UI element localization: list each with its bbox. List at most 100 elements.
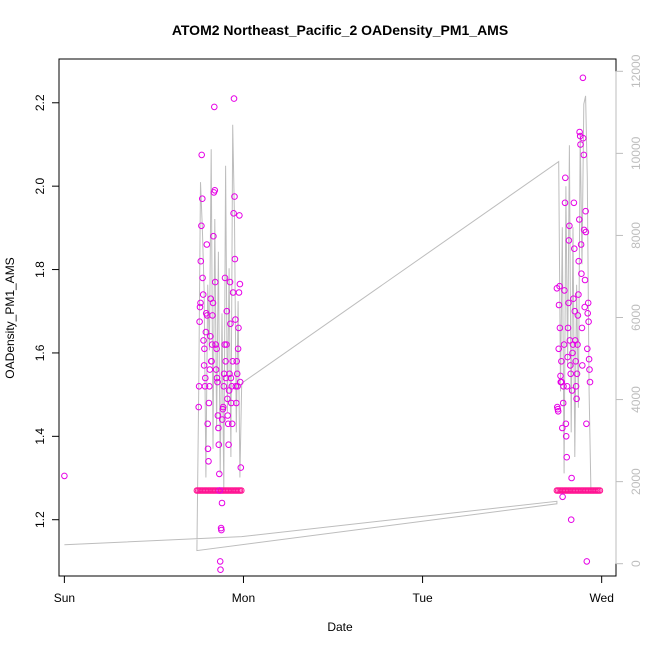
band-layer: [193, 487, 604, 494]
data-point: [196, 303, 204, 311]
data-point: [224, 412, 231, 419]
data-point: [199, 291, 207, 298]
data-point: [577, 241, 585, 248]
data-point: [213, 345, 220, 353]
data-point: [201, 345, 208, 353]
data-point: [227, 320, 234, 328]
data-point: [565, 299, 572, 307]
data-point: [211, 278, 219, 286]
data-point: [581, 276, 589, 284]
data-point: [204, 445, 212, 453]
data-point: [565, 237, 573, 244]
data-point: [61, 472, 68, 480]
y-tick-label: 2.0: [33, 178, 47, 195]
data-point: [564, 353, 571, 361]
data-point: [205, 458, 212, 465]
data-point: [576, 216, 583, 223]
data-point: [199, 274, 206, 282]
data-point: [573, 395, 580, 403]
y2-tick-label: 12000: [629, 54, 643, 88]
data-point: [220, 383, 228, 390]
data-point: [216, 558, 224, 565]
data-point: [564, 324, 572, 332]
data-point: [206, 383, 213, 390]
y2-tick-label: 4000: [629, 386, 643, 413]
data-point: [578, 324, 586, 332]
data-point: [580, 226, 588, 234]
data-point: [226, 278, 234, 286]
data-point: [230, 210, 237, 217]
data-point: [555, 345, 563, 353]
data-point: [584, 299, 592, 307]
data-point: [208, 358, 215, 365]
data-point: [222, 358, 229, 365]
data-point: [197, 299, 204, 307]
x-axis-label: Date: [327, 620, 353, 634]
data-point: [228, 420, 236, 428]
data-point: [577, 141, 584, 148]
data-point: [560, 383, 567, 390]
data-point: [570, 295, 577, 303]
data-point: [213, 374, 221, 382]
x-tick-label: Mon: [232, 591, 255, 605]
y2-tick-label: 6000: [629, 304, 643, 331]
data-point: [561, 287, 568, 294]
data-point: [579, 362, 586, 369]
data-point: [236, 378, 244, 386]
x-tick-label: Tue: [412, 591, 433, 605]
data-point: [562, 174, 569, 182]
data-point: [582, 207, 589, 215]
data-point: [232, 383, 240, 390]
data-point: [198, 222, 205, 230]
data-point: [582, 228, 590, 236]
data-point: [218, 526, 225, 534]
plot-frame: [58, 58, 617, 577]
data-point: [210, 232, 217, 240]
data-point: [567, 370, 575, 378]
data-point: [583, 558, 591, 565]
data-point: [227, 374, 235, 382]
data-point: [561, 199, 569, 207]
data-point: [559, 399, 567, 407]
data-point: [584, 310, 592, 317]
data-point: [224, 420, 232, 428]
data-point: [580, 151, 588, 159]
data-point: [214, 378, 221, 386]
data-point: [223, 307, 231, 315]
data-point: [556, 324, 564, 332]
data-point: [211, 103, 218, 111]
data-point: [572, 358, 580, 365]
data-point: [202, 374, 209, 382]
data-point: [205, 399, 213, 407]
data-point: [568, 387, 576, 394]
y2-tick-label: 0: [629, 560, 643, 567]
data-point: [216, 470, 223, 478]
data-point: [211, 187, 219, 194]
data-point: [215, 424, 222, 432]
y-tick-label: 1.4: [33, 428, 47, 445]
data-point: [219, 403, 227, 411]
data-point: [207, 333, 214, 340]
data-point: [585, 355, 593, 363]
data-point: [562, 420, 570, 428]
data-point: [583, 420, 590, 428]
data-point: [569, 349, 576, 357]
data-point: [218, 499, 226, 507]
y-axis-label: OADensity_PM1_AMS: [3, 257, 17, 378]
data-point: [233, 358, 240, 365]
y-tick-label: 1.6: [33, 344, 47, 361]
y-axis: 1.2 1.4 1.6 1.8 2.0 2.2: [33, 94, 60, 528]
band-point: [238, 487, 245, 494]
y2-axis: 0 2000 4000 6000 8000 10000 12000: [615, 54, 643, 567]
data-point: [237, 464, 245, 471]
data-point: [574, 341, 581, 348]
data-point: [232, 316, 239, 323]
data-point: [568, 474, 575, 482]
data-point: [228, 399, 235, 407]
x-tick-label: Sun: [54, 591, 75, 605]
data-point: [231, 255, 239, 263]
data-point: [195, 403, 202, 411]
data-point: [570, 199, 578, 207]
chart-title: ATOM2 Northeast_Pacific_2 OADensity_PM1_…: [172, 22, 508, 38]
